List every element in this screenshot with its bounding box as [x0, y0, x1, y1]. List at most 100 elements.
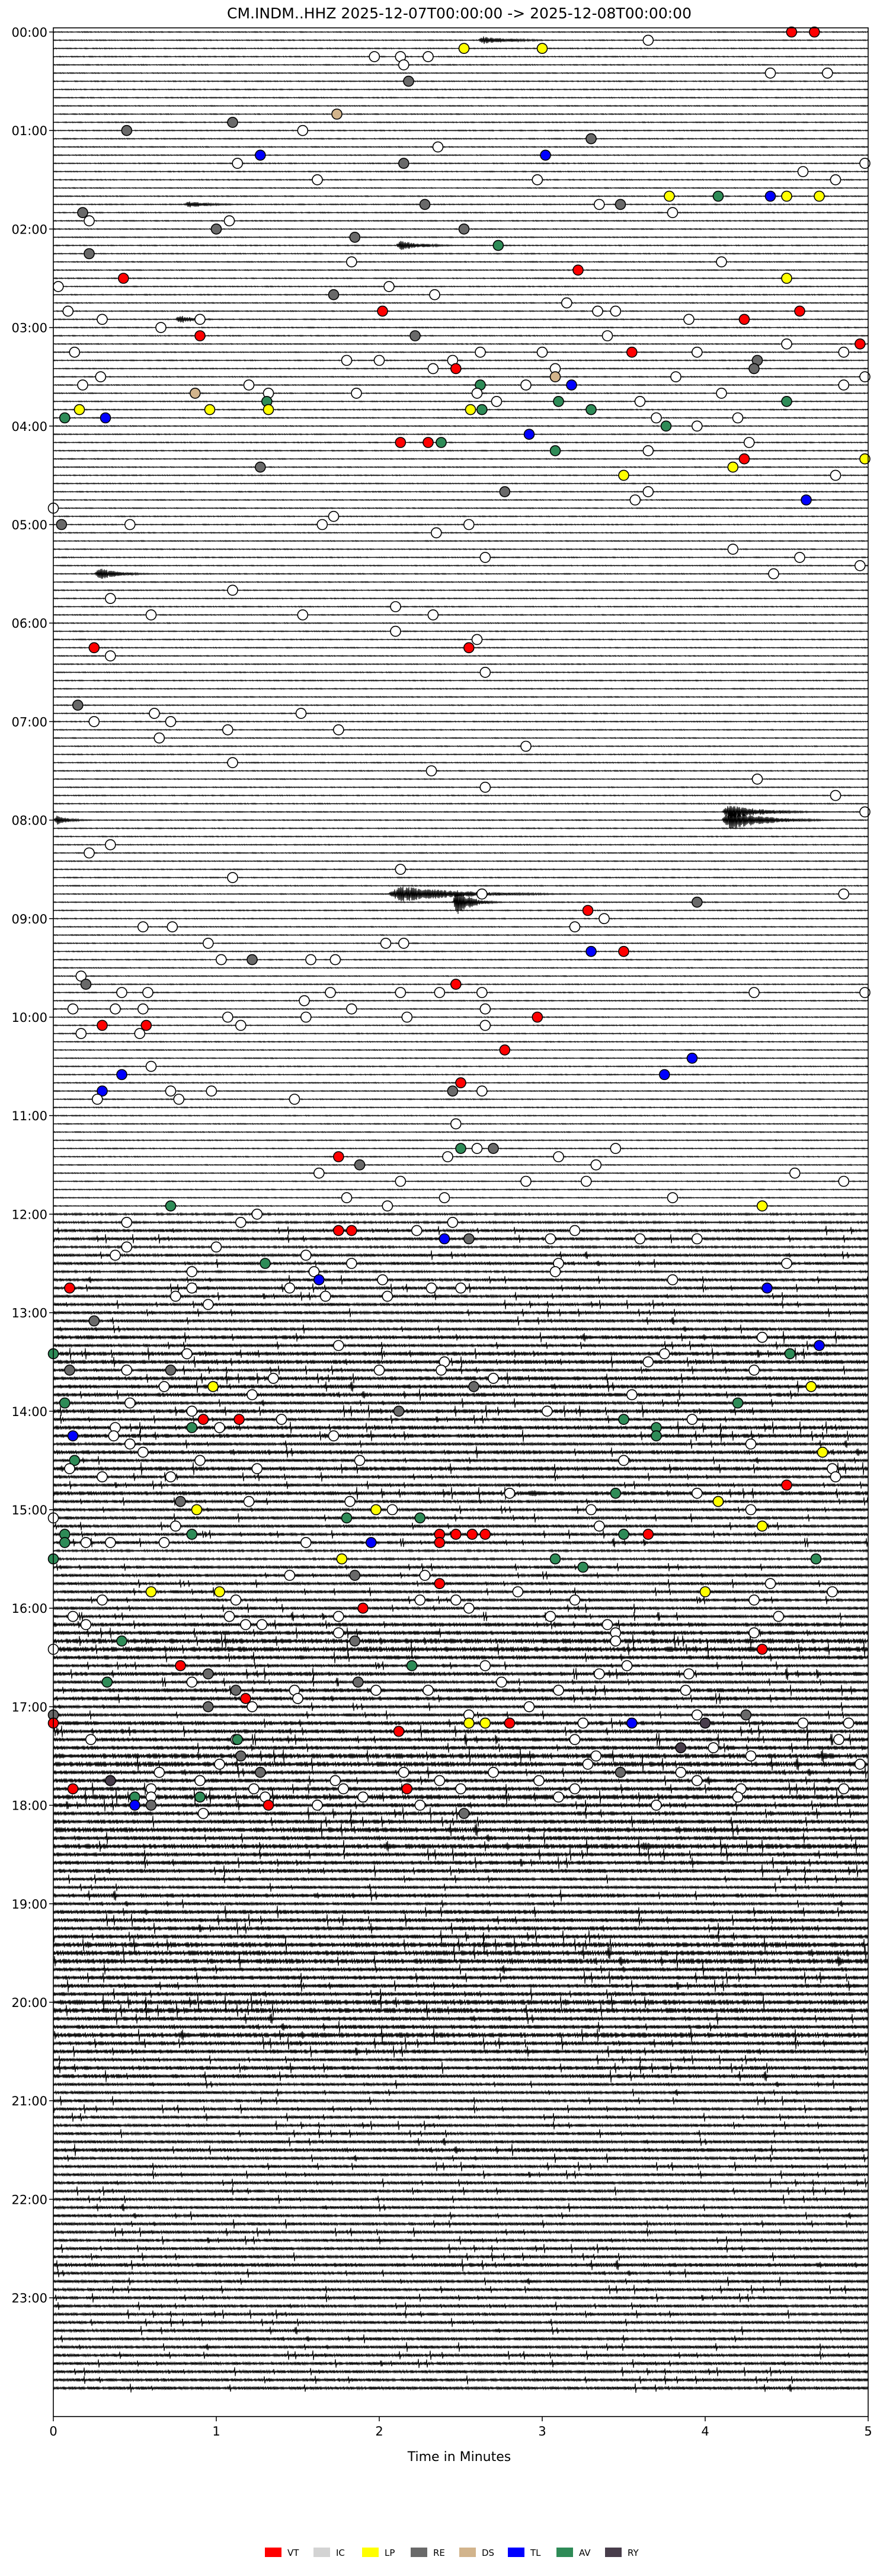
- event-marker-vt: [738, 453, 750, 465]
- event-marker-unk: [145, 609, 157, 621]
- seismic-trace: [53, 293, 869, 296]
- event-marker-unk: [67, 1003, 79, 1015]
- seismic-trace: [53, 80, 869, 83]
- event-marker-av: [618, 1529, 629, 1540]
- event-marker-unk: [855, 560, 866, 571]
- seismic-trace: [53, 2003, 869, 2018]
- event-marker-vt: [332, 1225, 344, 1236]
- event-marker-av: [436, 437, 447, 448]
- event-marker-unk: [64, 1463, 75, 1475]
- event-marker-av: [186, 1529, 198, 1540]
- event-marker-unk: [838, 889, 850, 900]
- event-marker-unk: [781, 1258, 792, 1269]
- seismic-trace: [53, 1204, 869, 1207]
- event-marker-unk: [855, 1759, 866, 1770]
- seismic-trace: [53, 1710, 869, 1720]
- event-marker-unk: [716, 388, 727, 399]
- seismic-trace: [53, 1874, 869, 1884]
- event-marker-unk: [533, 1775, 545, 1786]
- event-marker-unk: [206, 1085, 217, 1097]
- legend-swatch: [362, 2548, 379, 2557]
- seismic-trace: [53, 211, 869, 214]
- seismic-trace: [53, 2383, 869, 2393]
- hour-tick-label: 01:00: [11, 124, 47, 138]
- seismic-trace: [53, 416, 869, 420]
- seismic-trace: [53, 2219, 869, 2229]
- event-marker-re: [77, 207, 88, 219]
- seismic-trace: [53, 1073, 869, 1076]
- event-marker-re: [235, 1750, 247, 1762]
- event-marker-av: [414, 1512, 426, 1524]
- event-marker-unk: [479, 781, 491, 793]
- event-marker-tl: [129, 1800, 140, 1811]
- event-marker-unk: [553, 1151, 564, 1162]
- x-tick-label: 0: [49, 2424, 57, 2438]
- seismic-trace: [53, 1971, 869, 1984]
- seismic-trace: [53, 806, 869, 818]
- event-marker-vt: [332, 1151, 344, 1162]
- event-marker-unk: [305, 954, 316, 966]
- event-marker-unk: [124, 1438, 136, 1450]
- event-marker-av: [455, 1143, 466, 1154]
- event-marker-unk: [670, 371, 681, 383]
- event-marker-re: [615, 199, 626, 210]
- event-marker-unk: [299, 995, 310, 1006]
- seismic-trace: [53, 638, 869, 641]
- seismic-trace: [53, 1439, 869, 1449]
- event-marker-vt: [756, 1644, 768, 1655]
- event-marker-unk: [354, 1455, 366, 1466]
- event-marker-unk: [414, 1800, 426, 1811]
- seismic-trace: [53, 315, 869, 323]
- legend-item-tl: TL: [508, 2548, 541, 2558]
- event-marker-unk: [75, 1028, 87, 1039]
- event-marker-unk: [675, 1766, 687, 1778]
- event-marker-tl: [626, 1717, 638, 1729]
- event-marker-av: [476, 404, 488, 416]
- event-marker-unk: [743, 437, 755, 448]
- seismic-trace: [53, 2358, 869, 2369]
- seismic-trace: [53, 1188, 869, 1191]
- event-marker-unk: [659, 1348, 670, 1360]
- event-marker-unk: [642, 1356, 654, 1367]
- event-marker-lp: [465, 404, 476, 416]
- event-marker-unk: [434, 1775, 446, 1786]
- event-marker-lp: [479, 1717, 491, 1729]
- event-marker-av: [165, 1200, 177, 1212]
- event-marker-unk: [833, 1734, 844, 1746]
- event-marker-unk: [427, 609, 439, 621]
- event-marker-unk: [768, 568, 779, 580]
- event-marker-unk: [859, 987, 871, 998]
- event-marker-unk: [116, 987, 127, 998]
- event-marker-tl: [764, 190, 776, 202]
- event-marker-vt: [532, 1011, 543, 1023]
- seismic-trace: [53, 778, 869, 781]
- event-marker-lp: [204, 404, 216, 416]
- event-marker-unk: [593, 1520, 605, 1532]
- hour-tick-label: 03:00: [11, 321, 47, 335]
- seismic-trace: [53, 1308, 869, 1318]
- event-marker-unk: [251, 1209, 263, 1220]
- event-marker-unk: [222, 1011, 233, 1023]
- seismic-trace: [53, 671, 869, 674]
- event-marker-unk: [425, 1282, 437, 1294]
- event-marker-unk: [843, 1717, 855, 1729]
- event-marker-unk: [488, 1766, 499, 1778]
- event-marker-vt: [626, 346, 638, 358]
- legend-label: AV: [579, 2548, 591, 2558]
- seismic-trace: [53, 375, 869, 378]
- plot-frame: [53, 27, 869, 2417]
- seismic-trace: [53, 966, 869, 969]
- seismic-trace: [53, 515, 869, 518]
- event-marker-unk: [479, 1660, 491, 1671]
- seismic-trace: [53, 178, 869, 181]
- event-marker-tl: [365, 1537, 377, 1548]
- seismic-trace: [53, 260, 869, 263]
- event-marker-re: [463, 1233, 475, 1245]
- event-marker-unk: [137, 1446, 149, 1458]
- seismic-trace: [53, 1627, 869, 1639]
- seismic-trace: [53, 1651, 869, 1664]
- event-marker-unk: [215, 954, 227, 966]
- seismic-trace: [53, 835, 869, 838]
- event-marker-unk: [590, 1750, 602, 1762]
- seismic-trace: [53, 654, 869, 657]
